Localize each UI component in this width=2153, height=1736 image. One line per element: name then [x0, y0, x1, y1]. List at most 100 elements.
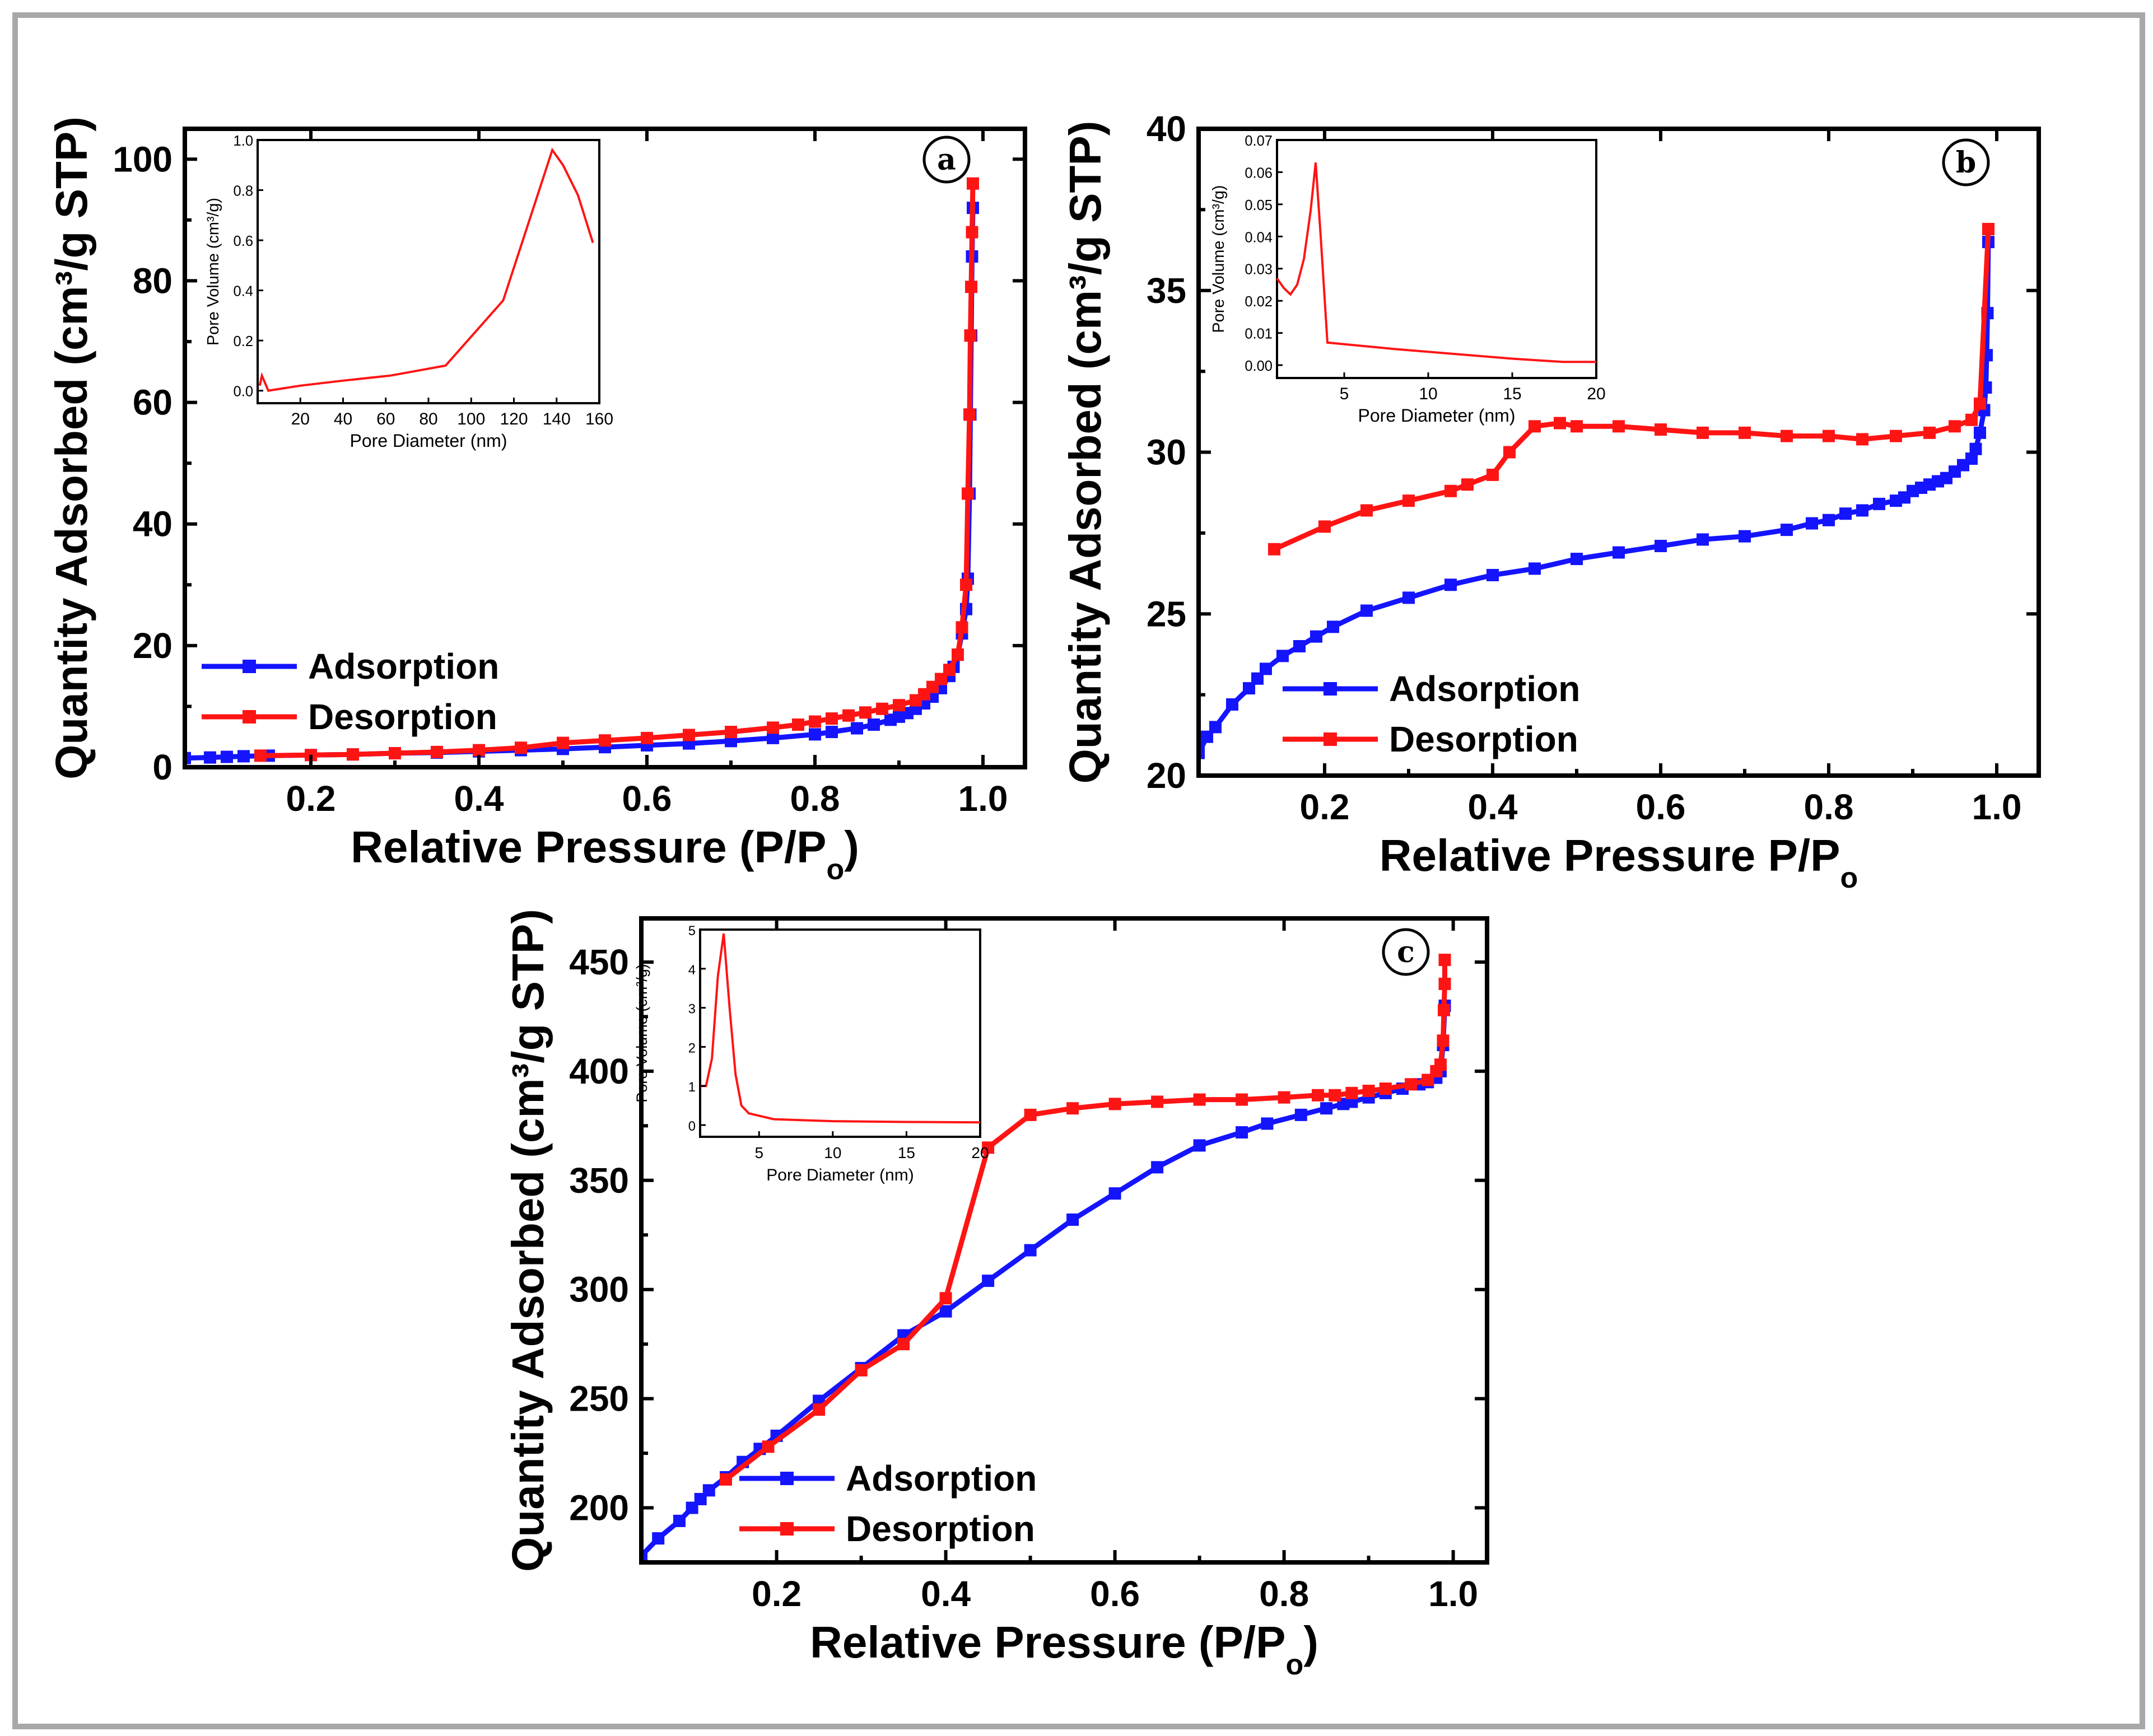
data-point-desorption	[855, 1364, 868, 1376]
inset-y-tick-label: 0	[688, 1119, 696, 1134]
data-point-desorption	[963, 408, 976, 421]
data-point-desorption	[473, 744, 485, 757]
inset-y-tick-label: 0.00	[1245, 358, 1273, 374]
inset-x-axis-title: Pore Diameter (nm)	[350, 431, 507, 451]
legend-label-desorption: Desorption	[846, 1509, 1035, 1549]
data-point-desorption	[910, 694, 922, 707]
data-point-desorption	[767, 721, 779, 734]
data-point-adsorption	[652, 1532, 665, 1545]
inset-x-tick-label: 160	[585, 410, 613, 428]
data-point-desorption	[809, 715, 821, 728]
data-point-adsorption	[1209, 721, 1222, 734]
series-desorption	[720, 954, 1451, 1486]
data-point-adsorption	[1806, 517, 1818, 530]
data-point-adsorption	[1823, 514, 1835, 526]
data-point-adsorption	[1655, 539, 1667, 552]
y-axis-title: Quantity Adsorbed (cm³/g STP)	[46, 116, 96, 780]
data-point-adsorption	[1697, 533, 1709, 546]
data-point-desorption	[1438, 977, 1451, 990]
inset-y-tick-label: 1	[688, 1080, 696, 1095]
inset-x-tick-label: 20	[1587, 385, 1605, 403]
data-point-adsorption	[1024, 1244, 1037, 1257]
x-tick-label: 0.6	[1090, 1574, 1140, 1614]
x-axis-title-subscript: o	[1840, 862, 1858, 894]
legend-label-desorption: Desorption	[308, 697, 497, 737]
x-axis-title-main: Relative Pressure (P/P	[351, 822, 826, 872]
y-tick-label: 40	[1147, 109, 1186, 149]
legend-marker-adsorption	[243, 660, 256, 673]
data-point-desorption	[982, 1141, 995, 1154]
inset-y-tick-label: 0.8	[234, 184, 253, 199]
data-point-desorption	[1486, 468, 1499, 481]
panel-label: b	[1956, 146, 1976, 180]
data-point-desorption	[1965, 413, 1978, 426]
inset-x-tick-label: 10	[824, 1144, 841, 1161]
legend-label-adsorption: Adsorption	[308, 646, 499, 687]
y-axis-title: Quantity Adsorbed (cm³/g STP)	[1060, 121, 1110, 784]
series-desorption	[1268, 223, 1994, 556]
x-axis-title-tail: )	[844, 822, 859, 872]
data-point-desorption	[859, 706, 872, 719]
data-point-desorption	[1655, 423, 1667, 436]
x-tick-label: 1.0	[1972, 787, 2022, 827]
y-tick-label: 25	[1147, 594, 1186, 634]
data-point-adsorption	[1108, 1187, 1121, 1200]
data-point-desorption	[389, 747, 401, 760]
inset-y-tick-label: 2	[688, 1040, 696, 1056]
data-point-desorption	[1360, 504, 1373, 517]
data-point-desorption	[1437, 1034, 1450, 1047]
inset-x-tick-label: 60	[376, 410, 395, 428]
legend-marker-desorption	[1324, 732, 1337, 746]
data-point-adsorption	[1243, 682, 1255, 695]
data-point-adsorption	[939, 1305, 952, 1318]
data-point-desorption	[720, 1473, 732, 1486]
data-point-desorption	[1329, 1089, 1341, 1102]
inset-x-tick-label: 80	[419, 410, 437, 428]
data-point-adsorption	[1226, 698, 1238, 711]
legend-marker-adsorption	[1324, 682, 1337, 696]
data-point-desorption	[1949, 420, 1961, 433]
inset-x-tick-label: 20	[971, 1144, 989, 1161]
x-tick-label: 0.8	[1804, 787, 1854, 827]
data-point-desorption	[1823, 430, 1835, 442]
data-point-adsorption	[1486, 568, 1499, 581]
inset-series-line	[700, 933, 981, 1124]
x-tick-label: 0.4	[921, 1574, 971, 1614]
x-tick-label: 0.4	[454, 778, 504, 819]
panel-label-circle	[922, 136, 971, 184]
inset-y-tick-label: 0.02	[1245, 294, 1273, 310]
data-point-adsorption	[1327, 620, 1339, 633]
data-point-desorption	[1379, 1082, 1392, 1095]
y-tick-label: 200	[569, 1488, 629, 1528]
inset-frame	[699, 928, 981, 1138]
y-tick-label: 20	[1147, 755, 1186, 796]
x-axis-title-subscript: o	[826, 853, 844, 886]
data-point-desorption	[1402, 494, 1415, 507]
inset-y-tick-label: 0.07	[1245, 133, 1273, 149]
x-tick-label: 0.2	[1300, 787, 1350, 827]
inset-x-tick-label: 10	[1419, 385, 1437, 403]
data-point-desorption	[254, 749, 267, 762]
data-point-adsorption	[1571, 553, 1583, 566]
legend-marker-adsorption	[780, 1472, 794, 1485]
x-axis-title: Relative Pressure P/Po	[1380, 830, 1858, 894]
data-point-desorption	[1856, 433, 1868, 446]
data-point-desorption	[1236, 1093, 1248, 1106]
data-point-desorption	[683, 729, 695, 741]
data-point-desorption	[897, 1338, 910, 1351]
x-tick-label: 0.6	[1636, 787, 1686, 827]
inset-y-tick-label: 0.06	[1245, 165, 1273, 181]
inset-x-tick-label: 5	[754, 1144, 763, 1161]
data-point-desorption	[965, 281, 977, 293]
x-axis-title-tail: )	[1303, 1617, 1318, 1667]
data-point-adsorption	[1969, 442, 1982, 455]
inset-y-tick-label: 5	[688, 923, 696, 939]
data-point-adsorption	[809, 728, 821, 741]
inset-y-tick-label: 1.0	[234, 133, 253, 149]
y-tick-label: 60	[133, 382, 173, 423]
data-point-desorption	[1193, 1093, 1206, 1106]
data-point-desorption	[1697, 426, 1709, 439]
data-point-desorption	[599, 734, 611, 747]
